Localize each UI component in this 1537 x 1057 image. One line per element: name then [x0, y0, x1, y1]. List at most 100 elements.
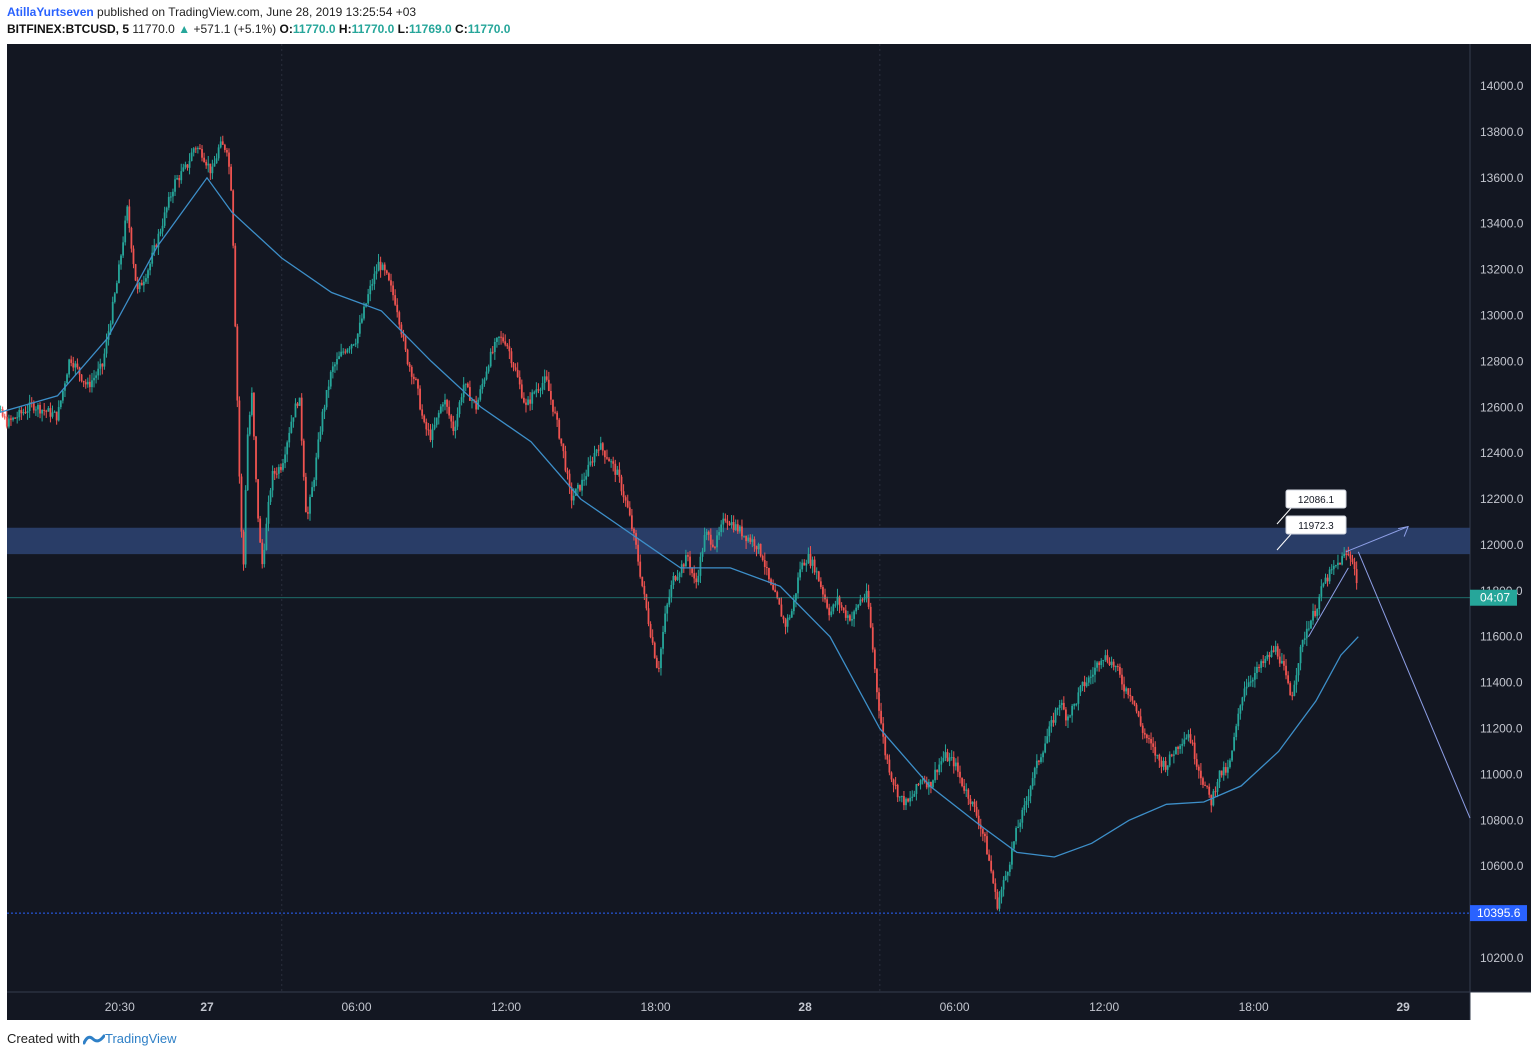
candle[interactable] — [510, 351, 513, 364]
candle[interactable] — [610, 461, 613, 463]
candle[interactable] — [797, 577, 799, 594]
candle[interactable] — [1241, 697, 1244, 706]
candle[interactable] — [1175, 746, 1177, 755]
candle[interactable] — [433, 424, 436, 429]
candle[interactable] — [645, 594, 648, 609]
candle[interactable] — [211, 166, 214, 174]
candle[interactable] — [971, 801, 974, 805]
candle[interactable] — [992, 871, 995, 884]
candle[interactable] — [145, 278, 147, 282]
candle[interactable] — [1100, 660, 1103, 666]
candle[interactable] — [1121, 674, 1123, 685]
candle[interactable] — [892, 779, 895, 785]
candle[interactable] — [329, 371, 332, 387]
candle[interactable] — [1260, 661, 1263, 668]
candle[interactable] — [545, 376, 548, 380]
candle[interactable] — [705, 531, 708, 536]
candle[interactable] — [167, 196, 170, 208]
plot-area[interactable] — [7, 44, 1470, 992]
candle[interactable] — [18, 410, 21, 418]
candle[interactable] — [1264, 658, 1267, 664]
candle[interactable] — [400, 324, 403, 335]
candle[interactable] — [1125, 688, 1128, 692]
candle[interactable] — [101, 363, 104, 367]
candle[interactable] — [37, 405, 39, 410]
candle[interactable] — [799, 569, 801, 578]
candle[interactable] — [628, 507, 631, 516]
candle[interactable] — [140, 282, 143, 286]
candle[interactable] — [1083, 681, 1086, 687]
candle[interactable] — [1156, 754, 1159, 756]
candle[interactable] — [122, 242, 125, 256]
candle[interactable] — [1170, 754, 1173, 756]
candle[interactable] — [984, 833, 986, 837]
candle[interactable] — [570, 487, 573, 501]
candle[interactable] — [1247, 682, 1250, 687]
candle[interactable] — [250, 392, 253, 415]
candle[interactable] — [651, 637, 654, 643]
price-callout[interactable] — [1285, 515, 1347, 535]
candle[interactable] — [16, 417, 19, 419]
candle[interactable] — [1087, 677, 1090, 683]
candle[interactable] — [1071, 705, 1074, 716]
candle[interactable] — [1139, 716, 1142, 726]
candle[interactable] — [668, 596, 671, 605]
candle[interactable] — [1, 409, 4, 417]
candle[interactable] — [979, 824, 982, 829]
candle[interactable] — [574, 488, 577, 496]
candle[interactable] — [1148, 738, 1150, 740]
candle[interactable] — [336, 359, 338, 365]
candle[interactable] — [749, 537, 752, 542]
candle[interactable] — [512, 363, 515, 368]
candle[interactable] — [1343, 553, 1346, 557]
candle[interactable] — [1334, 565, 1337, 567]
candle[interactable] — [219, 141, 222, 148]
candle[interactable] — [932, 780, 934, 788]
candle[interactable] — [95, 375, 98, 378]
candle[interactable] — [1197, 766, 1200, 771]
candle[interactable] — [471, 399, 473, 401]
candle[interactable] — [603, 450, 606, 458]
candle[interactable] — [533, 392, 536, 394]
candle[interactable] — [340, 351, 343, 357]
candle[interactable] — [1050, 720, 1053, 727]
candle[interactable] — [1351, 558, 1354, 562]
candle[interactable] — [792, 600, 795, 612]
candle[interactable] — [539, 389, 542, 391]
candle[interactable] — [1272, 650, 1275, 652]
candle[interactable] — [977, 815, 980, 825]
candle[interactable] — [502, 337, 505, 342]
candle[interactable] — [905, 798, 907, 806]
candle[interactable] — [147, 270, 149, 279]
candle[interactable] — [1123, 684, 1125, 692]
candle[interactable] — [639, 561, 642, 577]
candle[interactable] — [118, 264, 120, 284]
candle[interactable] — [155, 245, 158, 248]
candle[interactable] — [163, 212, 166, 226]
candle[interactable] — [246, 434, 249, 491]
candle[interactable] — [165, 207, 168, 213]
candle[interactable] — [1015, 827, 1017, 842]
candle[interactable] — [504, 341, 507, 345]
candle[interactable] — [130, 227, 133, 249]
candle[interactable] — [969, 798, 972, 805]
candle[interactable] — [973, 801, 976, 807]
candle[interactable] — [716, 535, 718, 548]
candle[interactable] — [1245, 686, 1248, 689]
candle[interactable] — [1195, 759, 1198, 767]
candle[interactable] — [880, 710, 882, 724]
candle[interactable] — [660, 648, 662, 669]
candle[interactable] — [925, 781, 928, 788]
candle[interactable] — [444, 399, 446, 405]
candle[interactable] — [491, 351, 494, 353]
candle[interactable] — [452, 421, 455, 432]
candle[interactable] — [693, 573, 696, 579]
candle[interactable] — [469, 387, 471, 401]
candle[interactable] — [838, 596, 841, 606]
candle[interactable] — [1299, 646, 1302, 664]
candle[interactable] — [41, 409, 44, 414]
candle[interactable] — [302, 440, 305, 477]
candle[interactable] — [392, 285, 394, 296]
candle[interactable] — [616, 469, 619, 475]
candle[interactable] — [1208, 786, 1211, 795]
